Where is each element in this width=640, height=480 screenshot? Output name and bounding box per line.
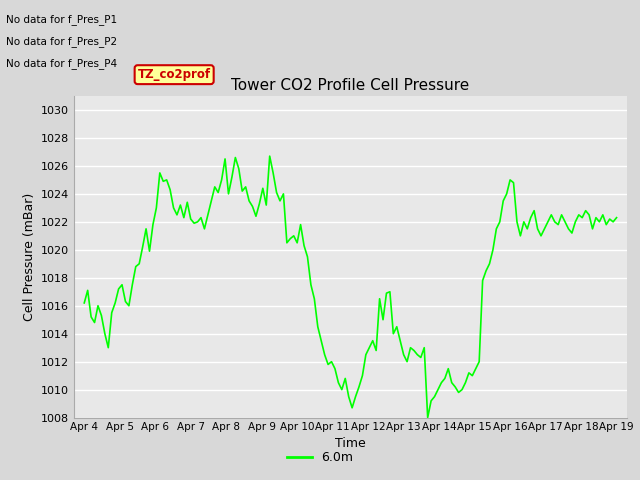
Text: No data for f_Pres_P1: No data for f_Pres_P1: [6, 14, 118, 25]
Text: TZ_co2prof: TZ_co2prof: [138, 68, 211, 81]
X-axis label: Time: Time: [335, 437, 366, 450]
Text: No data for f_Pres_P2: No data for f_Pres_P2: [6, 36, 118, 47]
Legend: 6.0m: 6.0m: [282, 446, 358, 469]
Y-axis label: Cell Pressure (mBar): Cell Pressure (mBar): [23, 192, 36, 321]
Title: Tower CO2 Profile Cell Pressure: Tower CO2 Profile Cell Pressure: [231, 78, 470, 94]
Text: No data for f_Pres_P4: No data for f_Pres_P4: [6, 58, 118, 69]
